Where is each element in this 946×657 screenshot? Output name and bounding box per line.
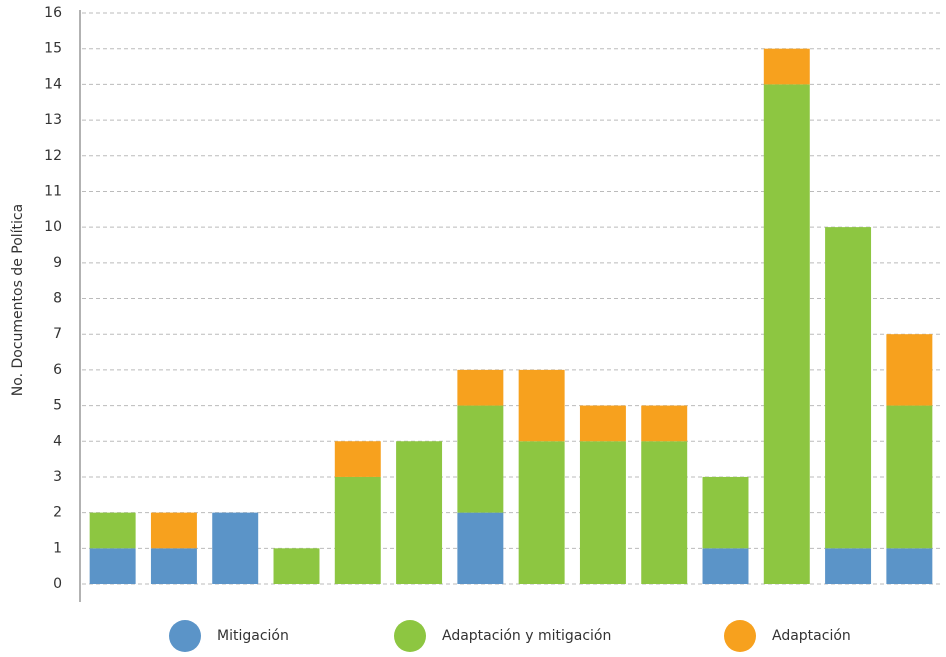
y-axis-label: No. Documentos de Política	[10, 204, 26, 396]
y-tick-label: 7	[53, 326, 62, 342]
bar-segment	[886, 405, 933, 549]
bar-segment	[579, 441, 626, 584]
legend-swatch	[169, 620, 201, 652]
bar-segment	[150, 512, 197, 549]
y-tick-label: 6	[53, 362, 62, 378]
legend-label: Adaptación	[772, 628, 851, 644]
y-tick-label: 10	[44, 219, 62, 235]
y-tick-label: 2	[53, 505, 62, 521]
bar-segment	[457, 405, 504, 513]
bar-segment	[886, 548, 933, 584]
bar-segment	[886, 334, 933, 406]
y-tick-label: 5	[53, 398, 62, 414]
y-tick-label: 0	[53, 576, 62, 592]
bar-segment	[641, 441, 688, 584]
y-tick-label: 3	[53, 469, 62, 485]
bar-segment	[518, 369, 565, 442]
bar-segment	[518, 441, 565, 584]
bar-segment	[150, 548, 197, 584]
bar-segment	[763, 84, 810, 584]
bar-segment	[273, 548, 320, 584]
y-tick-label: 4	[53, 433, 62, 449]
legend-swatch	[394, 620, 426, 652]
y-tick-label: 14	[44, 76, 62, 92]
y-tick-label: 1	[53, 540, 62, 556]
y-tick-label: 12	[44, 148, 62, 164]
bar-segment	[825, 227, 872, 549]
bar-segment	[396, 441, 443, 584]
bar-segment	[89, 548, 136, 584]
bar-segment	[89, 512, 136, 549]
y-tick-label: 15	[44, 41, 62, 57]
y-tick-label: 13	[44, 112, 62, 128]
y-tick-label: 9	[53, 255, 62, 271]
bar-segment	[334, 441, 381, 477]
bar-segment	[825, 548, 872, 584]
bar-segment	[334, 476, 381, 584]
bar-segment	[212, 512, 259, 584]
y-tick-label: 16	[44, 5, 62, 21]
y-tick-label: 11	[44, 183, 62, 199]
bar-segment	[702, 548, 749, 584]
legend-label: Adaptación y mitigación	[442, 628, 611, 644]
legend-swatch	[724, 620, 756, 652]
bar-segment	[763, 48, 810, 85]
bar-segment	[702, 476, 749, 549]
bar-segment	[579, 405, 626, 442]
legend-label: Mitigación	[217, 628, 289, 644]
y-tick-label: 8	[53, 291, 62, 307]
bar-segment	[457, 512, 504, 584]
bar-segment	[457, 369, 504, 406]
bar-segment	[641, 405, 688, 442]
